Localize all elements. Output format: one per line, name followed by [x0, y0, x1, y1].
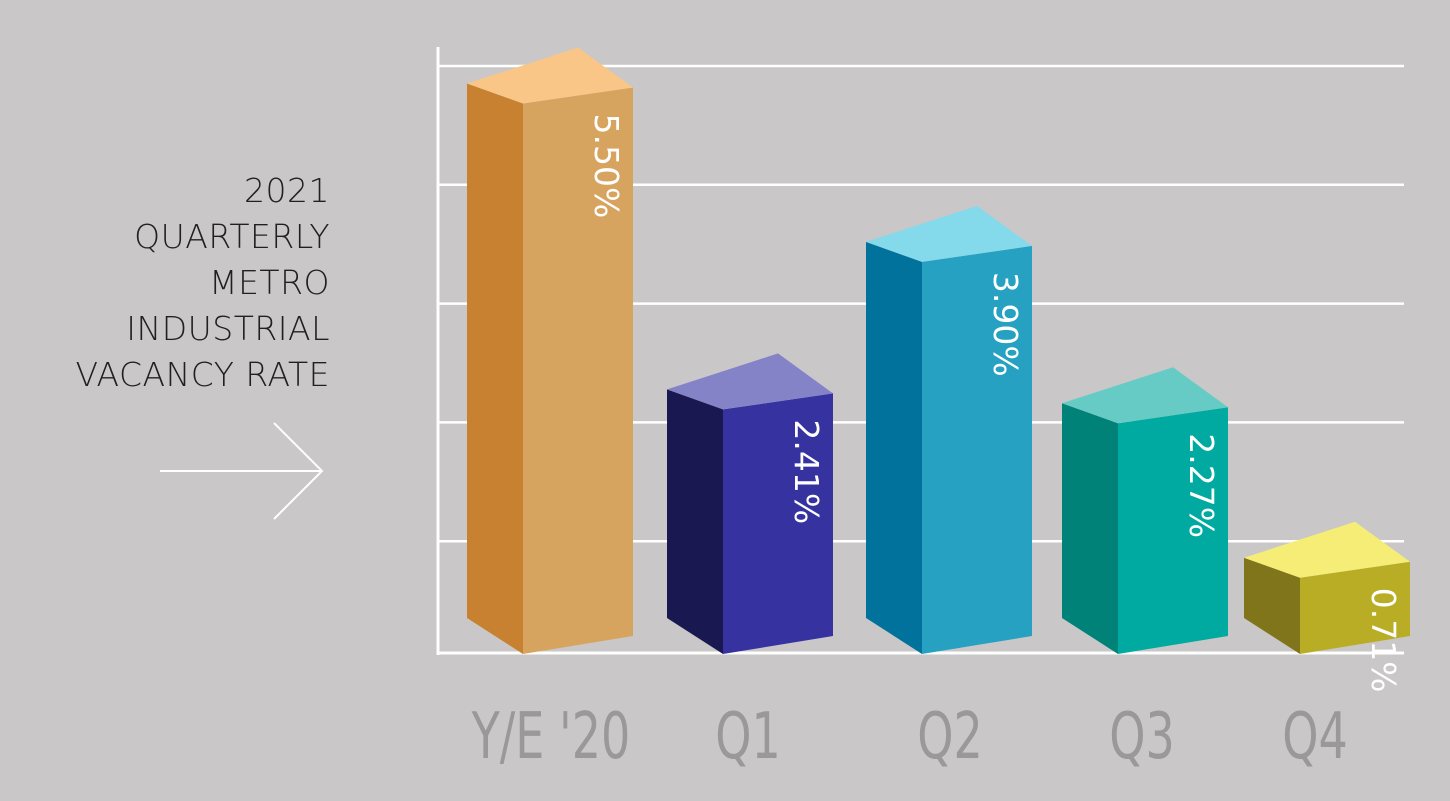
value-label: 2.41%	[787, 419, 826, 524]
bar-q3: 2.27%	[1062, 367, 1228, 654]
bar-side-face	[467, 83, 523, 654]
chart-title: 2021 QUARTERLY METRO INDUSTRIAL VACANCY …	[76, 168, 330, 398]
bar-front-face	[922, 245, 1032, 654]
bar-q4: 0.71%	[1244, 521, 1410, 693]
bar-top-face	[467, 47, 633, 104]
bar-q2: 3.90%	[866, 205, 1032, 654]
category-label: Q1	[715, 699, 781, 774]
bar-front-face	[523, 87, 633, 654]
bar-top-face	[1244, 521, 1410, 578]
value-label: 0.71%	[1364, 588, 1403, 693]
bar-side-face	[1244, 557, 1300, 654]
arrow-right-icon	[160, 422, 324, 520]
title-line-vacancy-rate: VACANCY RATE	[75, 355, 330, 394]
value-label: 3.90%	[986, 272, 1025, 377]
category-label: Q4	[1282, 699, 1348, 774]
bars: 5.50% 2.41% 3.90% 2.27% 0.71%	[467, 47, 1410, 693]
bar-front-face	[1118, 407, 1228, 654]
title-line-quarterly: QUARTERLY	[134, 217, 330, 256]
bar-front-face	[1300, 561, 1410, 654]
category-label: Y/E '20	[471, 699, 631, 774]
category-labels: Y/E '20 Q1 Q2 Q3 Q4	[471, 699, 1348, 774]
title-line-metro: METRO	[209, 263, 330, 302]
bar-top-face	[667, 353, 833, 410]
title-line-industrial: INDUSTRIAL	[126, 309, 330, 348]
bar-front-face	[723, 393, 833, 654]
category-label: Q3	[1109, 699, 1175, 774]
category-label: Q2	[917, 699, 983, 774]
bar-side-face	[667, 389, 723, 654]
bar-side-face	[866, 241, 922, 654]
bar-top-face	[866, 205, 1032, 262]
bar-top-face	[1062, 367, 1228, 424]
bar-side-face	[1062, 403, 1118, 654]
title-line-year: 2021	[244, 171, 330, 210]
value-label: 2.27%	[1182, 433, 1221, 538]
bar-q1: 2.41%	[667, 353, 833, 654]
bar-y-e-20: 5.50%	[467, 47, 633, 654]
value-label: 5.50%	[587, 114, 626, 219]
